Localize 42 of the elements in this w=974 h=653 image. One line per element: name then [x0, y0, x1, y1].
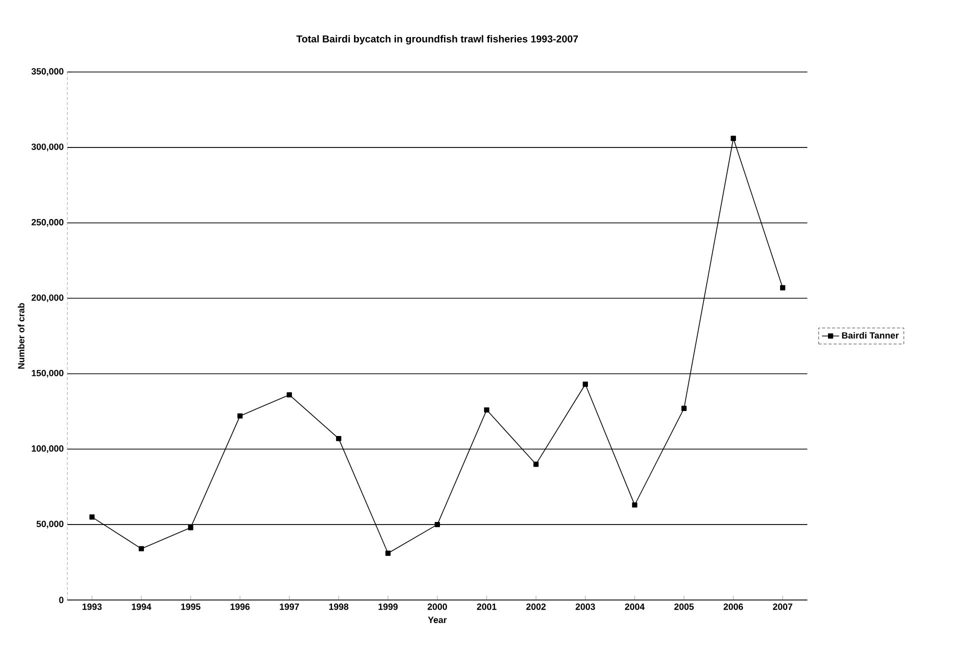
x-tick-label: 1995	[181, 604, 200, 610]
y-tick-label: 0	[59, 596, 64, 604]
point	[385, 550, 391, 556]
x-tick-label: 1998	[329, 604, 348, 610]
x-tick-label: 2006	[724, 604, 744, 610]
x-tick-label: 1994	[132, 604, 152, 610]
x-tick-label: 2005	[674, 604, 694, 610]
y-tick-label: 100,000	[32, 445, 64, 453]
y-tick-label: 300,000	[31, 144, 64, 152]
point	[336, 436, 342, 442]
x-tick-label: 2001	[476, 604, 496, 610]
legend-label: Bairdi Tanner	[842, 332, 899, 339]
x-tick-label: 2000	[428, 604, 447, 610]
y-axis-title: Number of crab	[18, 303, 24, 369]
point	[237, 413, 243, 419]
x-axis-title: Year	[428, 616, 447, 624]
point	[434, 522, 440, 528]
point	[632, 502, 638, 508]
point	[484, 407, 490, 413]
x-tick-label: 2004	[624, 604, 645, 610]
y-tick-label: 50,000	[36, 520, 64, 528]
y-tick-label: 150,000	[32, 370, 64, 378]
point	[780, 285, 786, 290]
point	[138, 546, 144, 552]
point	[582, 382, 588, 387]
x-tick-label: 1997	[280, 604, 299, 610]
point	[533, 462, 539, 467]
x-tick-label: 2007	[772, 604, 792, 610]
point	[730, 136, 736, 141]
point	[188, 524, 194, 530]
x-tick-label: 1993	[82, 604, 102, 610]
y-tick-label: 250,000	[32, 219, 64, 227]
x-tick-label: 1999	[378, 604, 398, 610]
point	[286, 392, 292, 398]
point	[681, 406, 687, 412]
x-tick-label: 1996	[230, 604, 250, 610]
x-tick-label: 2002	[526, 604, 546, 610]
x-tick-label: 2003	[576, 604, 596, 610]
y-tick-label: 350,000	[31, 68, 64, 76]
y-tick-label: 200,000	[32, 294, 64, 302]
point	[89, 514, 95, 520]
chart-title: Total Bairdi bycatch in groundfish trawl fisheries 1993-2007	[296, 35, 578, 44]
